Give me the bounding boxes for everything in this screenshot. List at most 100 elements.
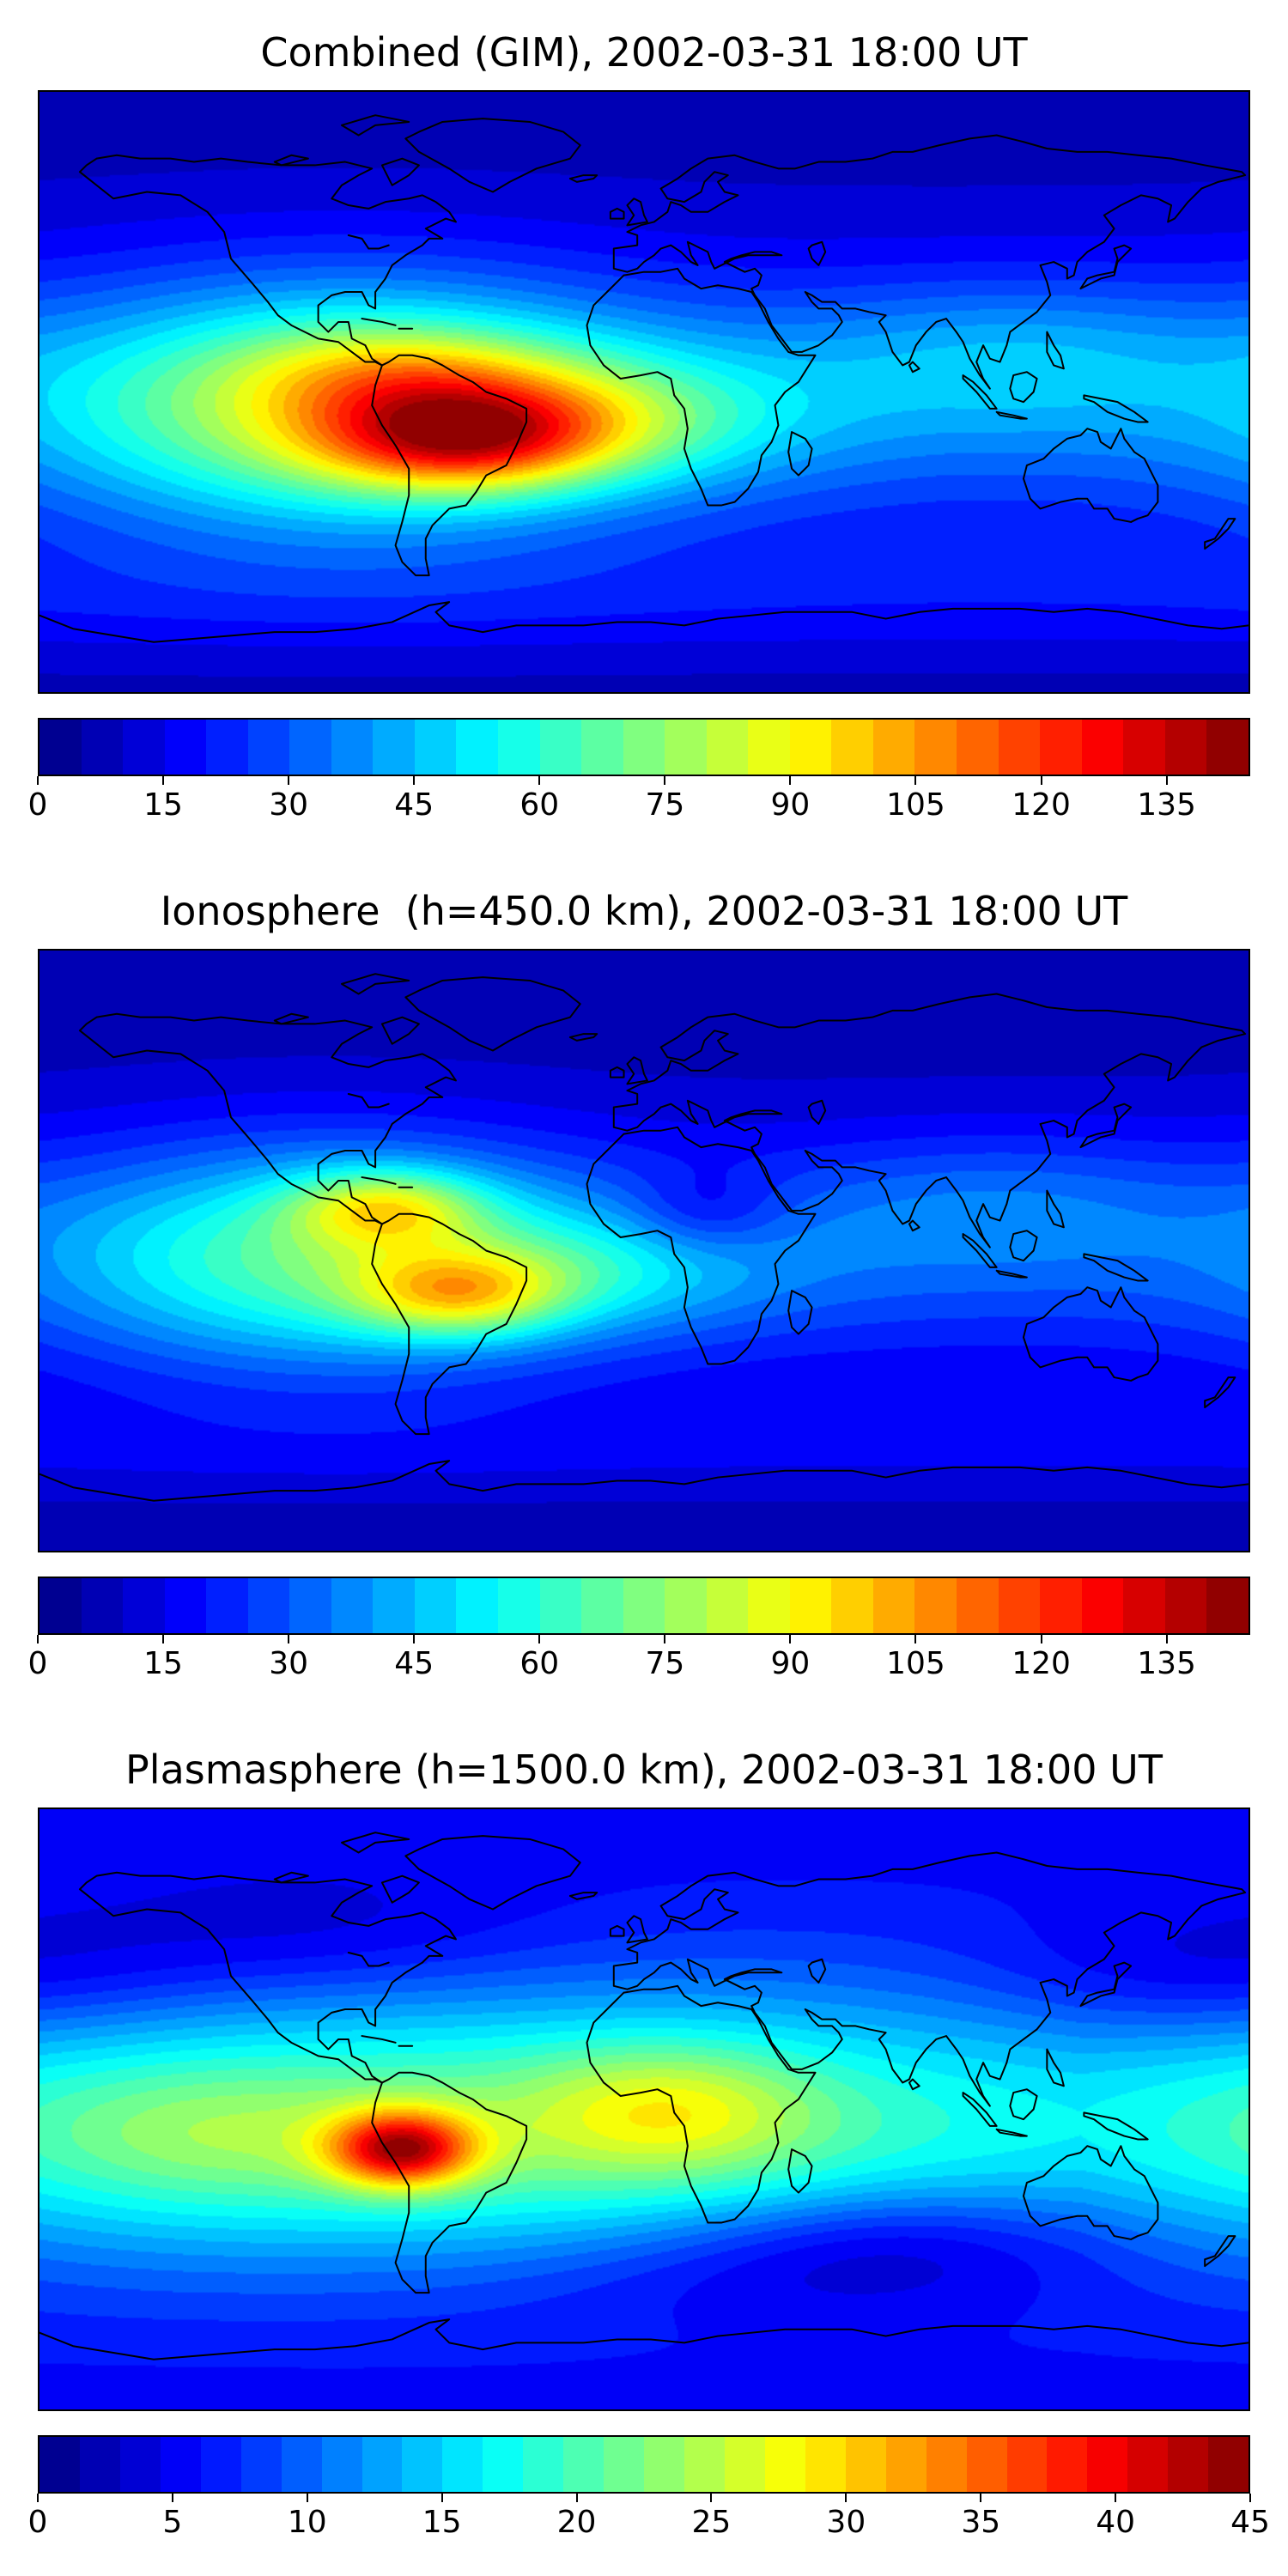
- coastline-path: [405, 977, 580, 1050]
- colorbar-tick-label: 15: [143, 1646, 183, 1682]
- coastline-path: [349, 1953, 389, 1966]
- colorbar-tick-mark: [413, 1635, 416, 1644]
- colorbar-segment: [604, 2437, 645, 2493]
- colorbar-tick-label: 75: [645, 787, 685, 823]
- colorbar-tick-label: 0: [27, 2505, 48, 2541]
- colorbar-tick-mark: [789, 776, 792, 786]
- colorbar-tick-label: 0: [27, 787, 48, 823]
- colorbar-segment: [200, 2437, 241, 2493]
- colorbar-segment: [247, 720, 290, 775]
- colorbar-tick-label: 135: [1137, 787, 1196, 823]
- colorbar-segment: [914, 1578, 957, 1634]
- colorbar-segment: [1206, 1578, 1249, 1634]
- colorbar-tick-mark: [1040, 776, 1042, 786]
- colorbar-segment: [831, 1578, 873, 1634]
- colorbar-tick-mark: [37, 776, 39, 786]
- colorbar-segment: [206, 720, 248, 775]
- colorbar-segment: [764, 2437, 805, 2493]
- coastline-path: [788, 432, 811, 475]
- colorbar-segment: [289, 1578, 331, 1634]
- colorbar-tick-mark: [37, 2494, 39, 2503]
- coastline-path: [342, 974, 409, 993]
- coastline-path: [587, 1986, 816, 2223]
- colorbar-segment: [1164, 720, 1207, 775]
- coastline-path: [627, 1916, 647, 1942]
- colorbar-segment: [39, 720, 82, 775]
- colorbar-segment: [123, 1578, 165, 1634]
- colorbar-segment: [1040, 1578, 1082, 1634]
- coastline-path: [909, 2080, 920, 2090]
- coastline-path: [788, 2149, 811, 2192]
- colorbar-segment: [665, 720, 707, 775]
- colorbar-segment: [39, 2437, 80, 2493]
- coastline-path: [627, 198, 647, 225]
- colorbar-segment: [748, 1578, 790, 1634]
- colorbar-tick-label: 10: [287, 2505, 327, 2541]
- colorbar-segment: [872, 1578, 915, 1634]
- colorbar-tick-mark: [538, 1635, 541, 1644]
- colorbar-tick-label: 30: [269, 787, 309, 823]
- colorbar-segment: [39, 1578, 82, 1634]
- tec-field-canvas: [39, 92, 1249, 693]
- colorbar-segment: [164, 1578, 207, 1634]
- colorbar-tick-labels: 0 5 10 15 20 25 30 35 40 45: [28, 2494, 1270, 2554]
- coastline-path: [275, 1014, 308, 1024]
- coastline-path: [1080, 1963, 1131, 2006]
- coastline-path: [611, 1926, 624, 1936]
- coastline-path: [342, 1832, 409, 1852]
- panel-title-ionosphere: Ionosphere (h=450.0 km), 2002-03-31 18:0…: [160, 888, 1128, 934]
- coastline-path: [570, 1034, 597, 1041]
- colorbar-segment: [361, 2437, 403, 2493]
- coastline-path: [1024, 428, 1157, 522]
- coastlines-overlay: [39, 92, 1249, 692]
- map-combined: [38, 90, 1250, 695]
- coastline-path: [275, 155, 308, 166]
- colorbar-segment: [789, 1578, 832, 1634]
- colorbar-tick-label: 5: [162, 2505, 183, 2541]
- colorbar-segment: [160, 2437, 201, 2493]
- colorbar-segment: [789, 720, 832, 775]
- coastline-path: [614, 1853, 1245, 2106]
- coastline-path: [342, 115, 409, 135]
- coastline-path: [382, 1876, 419, 1903]
- colorbar-tick-mark: [171, 2494, 173, 2503]
- colorbar-segment: [539, 720, 582, 775]
- panel-combined-gim: Combined (GIM), 2002-03-31 18:00 UT 0 15 3…: [0, 0, 1288, 859]
- colorbar-segment: [498, 1578, 540, 1634]
- coastline-path: [1010, 1230, 1036, 1261]
- coastline-path: [614, 994, 1245, 1248]
- colorbar-tick-mark: [914, 776, 917, 786]
- colorbar-tick-label: 75: [645, 1646, 685, 1682]
- colorbar-segment: [1127, 2437, 1169, 2493]
- colorbar-segment: [1164, 1578, 1207, 1634]
- colorbar-tick-label: 90: [770, 1646, 811, 1682]
- colorbar-tick-mark: [162, 776, 165, 786]
- colorbar-tick-label: 40: [1096, 2505, 1136, 2541]
- colorbar-segment: [885, 2437, 927, 2493]
- colorbar-tick-label: 15: [422, 2505, 462, 2541]
- colorbar-tick-mark: [306, 2494, 308, 2503]
- colorbar-tick-mark: [1115, 2494, 1117, 2503]
- coastline-path: [405, 1836, 580, 1909]
- colorbar-segment: [498, 720, 540, 775]
- colorbar-tick-mark: [413, 776, 416, 786]
- coastline-path: [361, 2036, 395, 2043]
- colorbar-segment: [81, 1578, 124, 1634]
- colorbar-segment: [1206, 720, 1249, 775]
- colorbar-tick-mark: [1040, 1635, 1042, 1644]
- colorbar-segment: [414, 720, 457, 775]
- coastline-path: [809, 1959, 826, 1983]
- colorbar-tick-label: 30: [269, 1646, 309, 1682]
- colorbar-segment: [748, 720, 790, 775]
- colorbar-segment: [563, 2437, 605, 2493]
- colorbar-segment: [119, 2437, 161, 2493]
- colorbar-segment: [966, 2437, 1007, 2493]
- coastline-path: [809, 242, 826, 265]
- colorbar-segment: [1081, 720, 1124, 775]
- tec-field-canvas: [39, 1809, 1249, 2410]
- colorbar-segment: [872, 720, 915, 775]
- colorbar-segment: [644, 2437, 684, 2493]
- coastline-path: [627, 1057, 647, 1084]
- coastline-path: [1084, 396, 1147, 422]
- colorbar-segment: [914, 720, 957, 775]
